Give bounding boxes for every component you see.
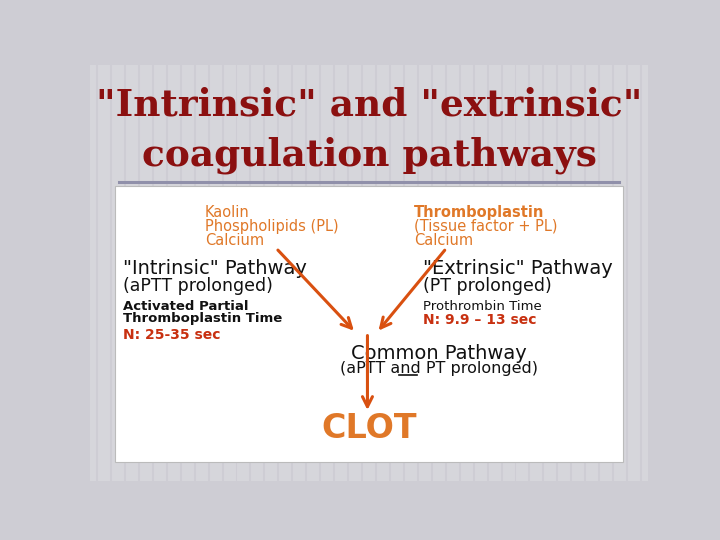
FancyBboxPatch shape xyxy=(114,186,624,462)
Text: (aPTT prolonged): (aPTT prolonged) xyxy=(122,277,272,295)
Text: CLOT: CLOT xyxy=(321,411,417,445)
Text: Activated Partial: Activated Partial xyxy=(122,300,248,313)
Text: "Intrinsic" Pathway: "Intrinsic" Pathway xyxy=(122,259,307,278)
Text: "Intrinsic" and "extrinsic": "Intrinsic" and "extrinsic" xyxy=(96,86,642,123)
Text: Prothrombin Time: Prothrombin Time xyxy=(423,300,542,313)
Text: N: 25-35 sec: N: 25-35 sec xyxy=(122,328,220,342)
Text: Calcium: Calcium xyxy=(414,233,473,248)
Text: Thromboplastin: Thromboplastin xyxy=(414,205,544,220)
Text: Thromboplastin Time: Thromboplastin Time xyxy=(122,312,282,325)
Text: (aPTT and PT prolonged): (aPTT and PT prolonged) xyxy=(340,361,538,376)
Text: Calcium: Calcium xyxy=(204,233,264,248)
Text: coagulation pathways: coagulation pathways xyxy=(142,137,596,174)
Text: (Tissue factor + PL): (Tissue factor + PL) xyxy=(414,219,557,234)
Text: N: 9.9 – 13 sec: N: 9.9 – 13 sec xyxy=(423,313,536,327)
Text: Common Pathway: Common Pathway xyxy=(351,344,526,363)
Text: Phospholipids (PL): Phospholipids (PL) xyxy=(204,219,338,234)
Text: "Extrinsic" Pathway: "Extrinsic" Pathway xyxy=(423,259,613,278)
Text: Kaolin: Kaolin xyxy=(204,205,249,220)
Text: (PT prolonged): (PT prolonged) xyxy=(423,277,552,295)
